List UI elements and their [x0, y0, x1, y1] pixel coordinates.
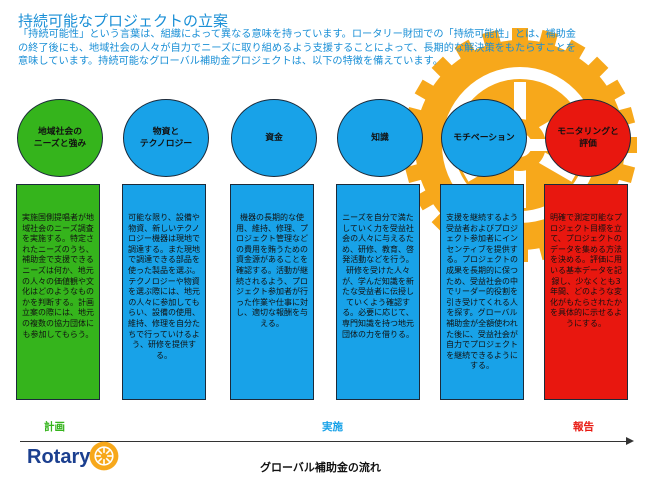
page-title: 持続可能なプロジェクトの立案 — [18, 12, 229, 30]
flow-arrow-head-icon — [626, 437, 634, 445]
box-motivation: 支援を継続するよう受益者およびプロジェクト参加者にインセンティブを提供する。プロ… — [440, 184, 524, 400]
box-materials-technology: 可能な限り、設備や物資、新しいテクノロジー機器は現地で調達する。また現地で調達で… — [122, 184, 206, 400]
box-funding: 機器の長期的な使用、維持、修理、プロジェクト管理などの費用を賄うための資金源があ… — [230, 184, 314, 400]
body-motivation: 支援を継続するよう受益者およびプロジェクト参加者にインセンティブを提供する。プロ… — [446, 213, 518, 371]
body-monitoring-evaluation: 明確で測定可能なプロジェクト目標を立て、プロジェクトのデータを集める方法を決める… — [550, 213, 622, 328]
flow-arrow-line — [20, 441, 630, 442]
heading-materials-technology: 物資と テクノロジー — [139, 127, 193, 149]
circle-materials-technology: 物資と テクノロジー — [123, 99, 209, 177]
rotary-logo-text: Rotary — [27, 446, 91, 468]
heading-motivation: モチベーション — [453, 133, 515, 143]
intro-text: 「持続可能性」という言葉は、組織によって異なる意味を持っています。ロータリー財団… — [18, 29, 576, 67]
box-knowledge: ニーズを自分で満たしていく力を受益社会の人々に与えるため、研修、教育、啓発活動な… — [336, 184, 420, 400]
stage-label-plan: 計画 — [44, 421, 65, 433]
box-monitoring-evaluation: 明確で測定可能なプロジェクト目標を立て、プロジェクトのデータを集める方法を決める… — [544, 184, 628, 400]
stage-label-report: 報告 — [573, 421, 594, 433]
circle-funding: 資金 — [231, 99, 317, 177]
circle-knowledge: 知識 — [337, 99, 423, 177]
heading-knowledge: 知識 — [371, 133, 389, 143]
heading-community-needs: 地域社会の ニーズと強み — [33, 127, 87, 149]
box-community-needs: 実施国側提唱者が地域社会のニーズ調査を実施する。特定されたニーズのうち、補助金で… — [16, 184, 100, 400]
circle-motivation: モチベーション — [441, 99, 527, 177]
body-knowledge: ニーズを自分で満たしていく力を受益社会の人々に与えるため、研修、教育、啓発活動な… — [342, 213, 414, 339]
heading-monitoring-evaluation: モニタリングと 評価 — [557, 127, 619, 149]
body-funding: 機器の長期的な使用、維持、修理、プロジェクト管理などの費用を賄うための資金源があ… — [236, 213, 308, 328]
heading-funding: 資金 — [265, 133, 283, 143]
body-materials-technology: 可能な限り、設備や物資、新しいテクノロジー機器は現地で調達する。また現地で調達で… — [128, 213, 200, 360]
circle-community-needs: 地域社会の ニーズと強み — [17, 99, 103, 177]
rotary-logo-icon — [89, 441, 119, 471]
flow-label: グローバル補助金の流れ — [260, 461, 381, 474]
stage-label-implement: 実施 — [322, 421, 343, 433]
body-community-needs: 実施国側提唱者が地域社会のニーズ調査を実施する。特定されたニーズのうち、補助金で… — [22, 213, 94, 339]
circle-monitoring-evaluation: モニタリングと 評価 — [545, 99, 631, 177]
